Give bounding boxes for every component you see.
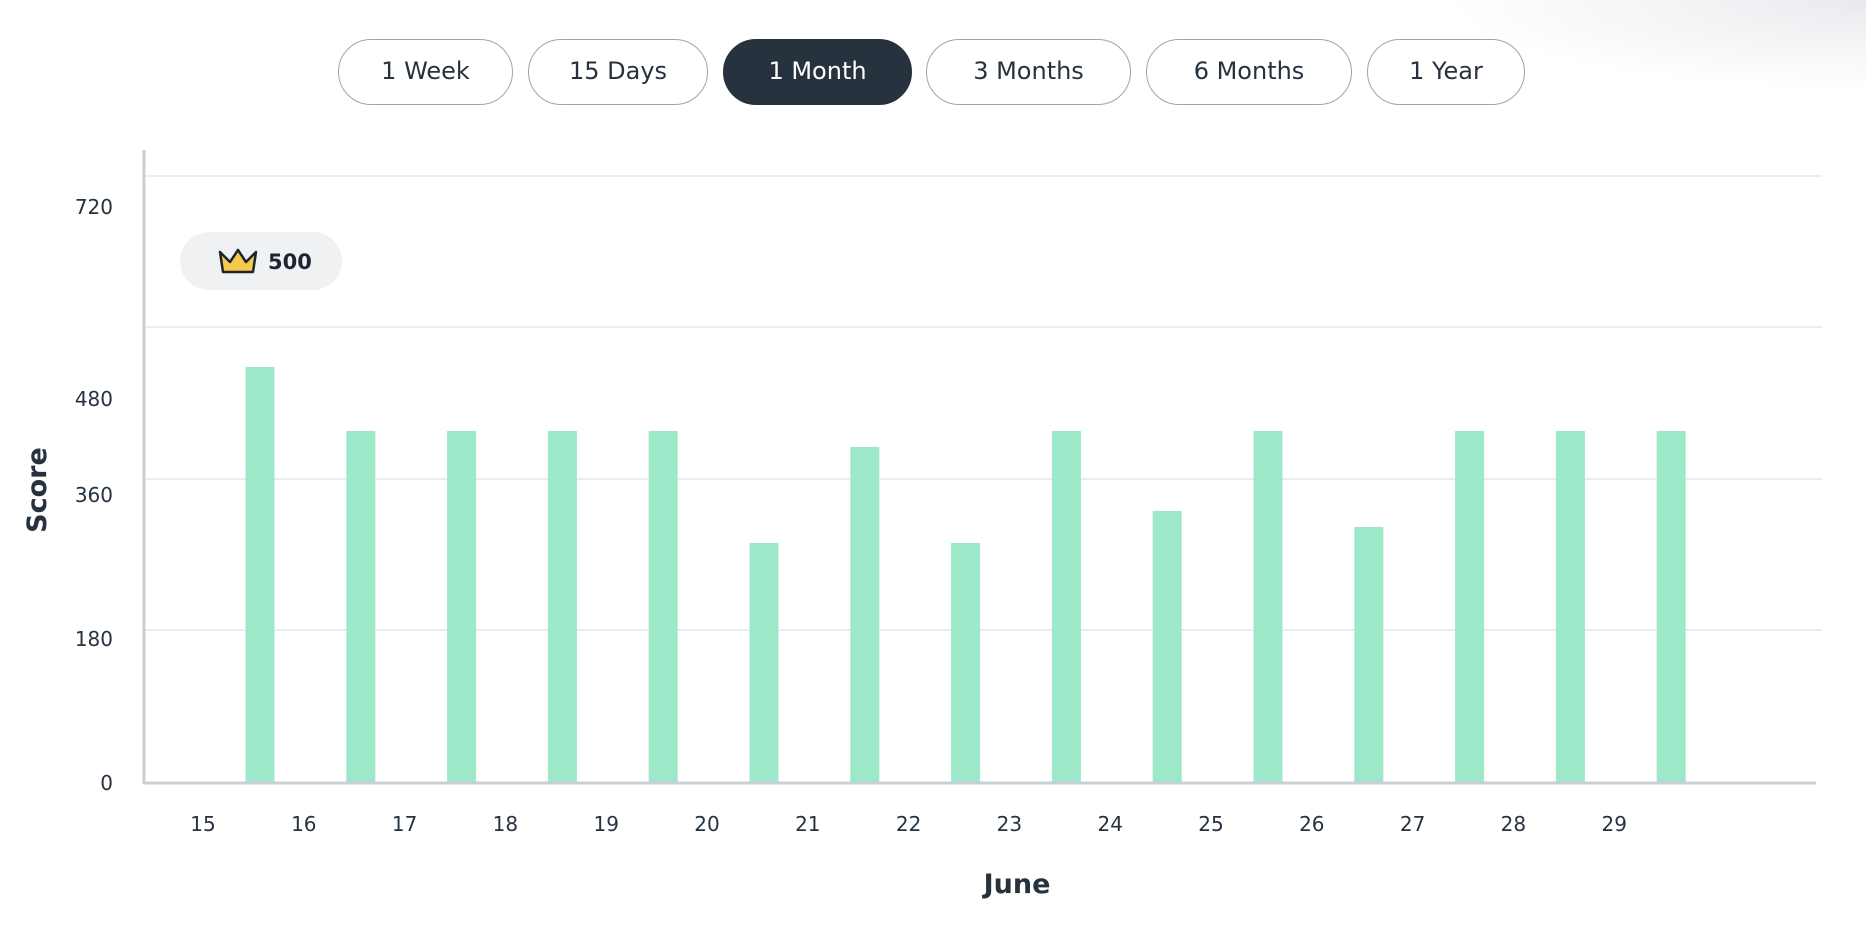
crown-icon [218,248,258,274]
bar-15[interactable] [245,367,275,783]
tab-3-months[interactable]: 3 Months [926,39,1131,105]
y-tick-labels: 0 180 360 480 720 [75,195,113,795]
x-tick-label: 28 [1501,812,1526,836]
y-tick-label: 180 [75,627,113,651]
x-tick-label: 26 [1299,812,1324,836]
x-tick-label: 16 [291,812,316,836]
bar-28[interactable] [1555,431,1585,783]
bar-18[interactable] [547,431,577,783]
bar-20[interactable] [749,543,779,783]
time-range-selector: 1 Week 15 Days 1 Month 3 Months 6 Months… [0,0,1866,110]
y-tick-label: 480 [75,387,113,411]
bar-24[interactable] [1152,511,1182,783]
y-tick-label: 0 [100,771,113,795]
y-tick-label: 720 [75,195,113,219]
x-tick-label: 22 [896,812,921,836]
bar-27[interactable] [1455,431,1485,783]
bar-19[interactable] [648,431,678,783]
bar-16[interactable] [346,431,376,783]
badge-value: 500 [268,250,312,274]
x-tick-label: 20 [694,812,719,836]
y-tick-label: 360 [75,483,113,507]
x-tick-label: 15 [190,812,215,836]
tab-6-months[interactable]: 6 Months [1146,39,1352,105]
grid-lines [144,175,1822,631]
x-tick-label: 24 [1097,812,1122,836]
tab-15-days[interactable]: 15 Days [528,39,708,105]
x-tick-label: 18 [493,812,518,836]
x-tick-label: 27 [1400,812,1425,836]
bar-22[interactable] [951,543,981,783]
x-tick-label: 21 [795,812,820,836]
x-axis-title: June [982,869,1051,900]
bar-25[interactable] [1253,431,1283,783]
x-tick-label: 19 [593,812,618,836]
bar-21[interactable] [850,447,880,783]
tab-1-week[interactable]: 1 Week [338,39,513,105]
bar-29[interactable] [1656,431,1686,783]
x-tick-label: 17 [392,812,417,836]
best-score-badge: 500 [180,232,342,290]
badge-background [180,232,342,290]
bar-17[interactable] [447,431,477,783]
bar-23[interactable] [1051,431,1081,783]
tab-1-year[interactable]: 1 Year [1367,39,1525,105]
bar-26[interactable] [1354,527,1384,783]
bars [245,367,1686,783]
x-tick-label: 29 [1601,812,1626,836]
tab-1-month[interactable]: 1 Month [723,39,912,105]
y-axis-title: Score [22,447,53,533]
x-tick-labels: 15 16 17 18 19 20 21 22 23 24 25 26 27 28 29 [190,812,1627,836]
x-tick-label: 23 [997,812,1022,836]
x-tick-label: 25 [1198,812,1223,836]
